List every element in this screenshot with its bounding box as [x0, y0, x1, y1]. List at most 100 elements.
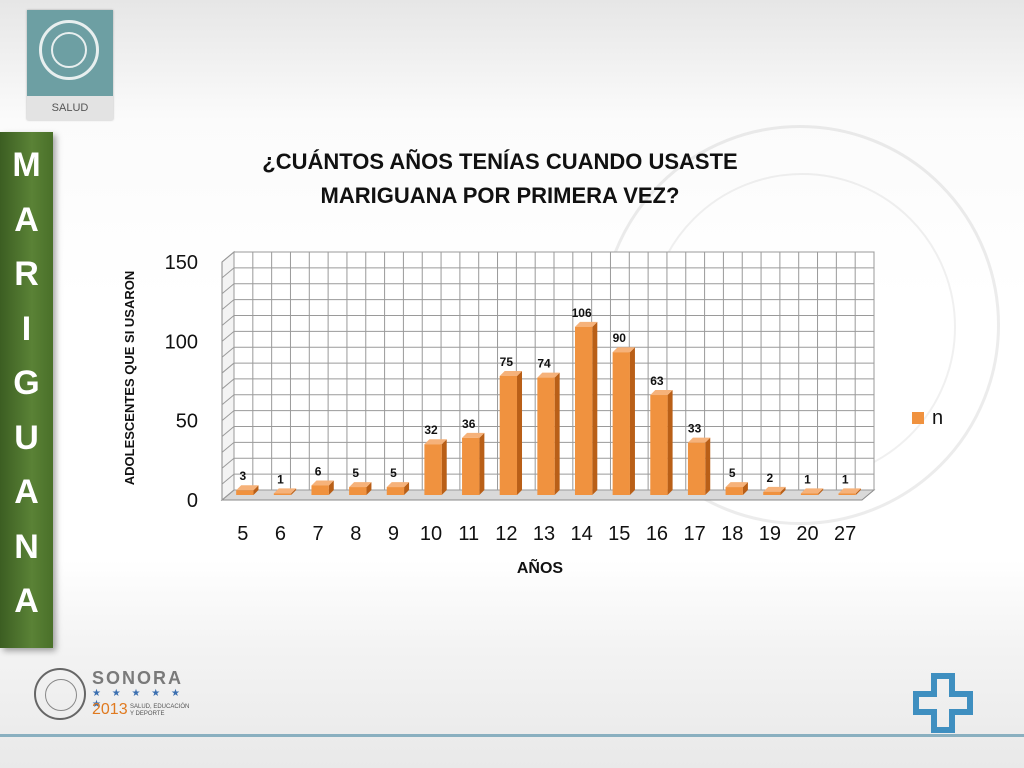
grid-line-side — [221, 315, 235, 326]
bar-top — [800, 488, 824, 494]
footer-divider — [0, 734, 1024, 737]
grid-line-side — [221, 473, 235, 485]
bar-top — [462, 432, 485, 438]
bar — [424, 444, 442, 495]
grid-line-side — [221, 283, 235, 295]
x-tick-label: 13 — [533, 523, 555, 545]
bar-value-label: 5 — [352, 466, 359, 480]
bar-top — [612, 347, 635, 353]
bar — [236, 490, 254, 495]
x-tick-label: 9 — [388, 523, 399, 545]
grid-line-side — [221, 426, 235, 437]
bar-value-label: 5 — [390, 466, 397, 480]
bar — [687, 442, 706, 495]
bar-value-label: 74 — [537, 357, 551, 371]
x-tick-label: 10 — [420, 523, 442, 545]
x-tick-label: 17 — [683, 523, 705, 545]
bar — [537, 377, 555, 495]
bar-value-label: 2 — [767, 471, 774, 485]
legend-label: n — [932, 407, 943, 429]
bar — [650, 395, 668, 495]
x-tick-label: 12 — [495, 523, 517, 545]
bar-value-label: 6 — [315, 464, 322, 478]
bar — [311, 485, 329, 495]
x-axis-label: AÑOS — [516, 560, 564, 577]
footer-stars: ★ ★ ★ ★ ★ ★ — [92, 688, 184, 710]
bar-value-label: 3 — [239, 469, 246, 483]
bar-side — [441, 439, 447, 495]
bar-top — [386, 482, 410, 488]
salud-logo: SALUD — [27, 10, 113, 120]
bar-value-label: 1 — [842, 472, 849, 486]
bar — [725, 487, 743, 495]
side-word-letter: U — [14, 418, 39, 457]
side-word-banner: M A R I G U A N A — [0, 132, 53, 648]
bar — [800, 493, 819, 495]
x-tick-label: 20 — [796, 523, 818, 545]
bar-value-label: 90 — [613, 331, 627, 345]
y-tick-label: 150 — [165, 252, 198, 274]
bar-side — [554, 372, 560, 495]
grid-line-side — [221, 489, 235, 501]
bar-value-label: 1 — [804, 472, 811, 486]
bar-value-label: 63 — [650, 374, 664, 388]
x-tick-label: 14 — [571, 523, 593, 545]
bar — [349, 487, 367, 495]
bar — [273, 493, 292, 495]
side-word-letter: A — [14, 582, 39, 620]
side-word-letter: I — [21, 309, 32, 348]
grid-line-side — [221, 299, 235, 310]
bar-top — [725, 482, 748, 488]
bar — [499, 376, 518, 495]
x-tick-label: 15 — [608, 523, 630, 545]
health-cross-icon — [913, 673, 973, 733]
bar-side — [742, 482, 748, 495]
footer-tagline: SALUD, EDUCACIÓN Y DEPORTE — [130, 704, 190, 717]
bar-top — [838, 488, 861, 494]
bar-side — [818, 488, 824, 495]
x-tick-label: 5 — [237, 523, 248, 545]
side-word-letter: A — [14, 473, 39, 511]
bar-value-label: 5 — [729, 466, 736, 480]
chart-title-line-2: MARIGUANA POR PRIMERA VEZ? — [320, 183, 680, 208]
bar-top — [424, 439, 447, 445]
chart-title: ¿CUÁNTOS AÑOS TENÍAS CUANDO USASTE MARIG… — [200, 145, 800, 213]
grid-line-side — [221, 394, 235, 406]
bar-top — [499, 371, 523, 376]
y-tick-label: 100 — [165, 331, 198, 353]
x-tick-label: 27 — [834, 523, 856, 545]
state-seal-icon — [34, 668, 86, 720]
grid-line-side — [221, 378, 235, 390]
bar-side — [291, 488, 297, 495]
grid-line-side — [221, 442, 235, 453]
footer-brand: SONORA — [92, 668, 184, 688]
bar-top — [349, 482, 372, 488]
bar-side — [629, 347, 635, 495]
bar — [612, 352, 630, 495]
bar-value-label: 75 — [500, 355, 514, 369]
bar-side — [592, 321, 598, 495]
bar — [574, 326, 593, 495]
bar-side — [404, 482, 410, 495]
bar-top — [311, 480, 334, 486]
x-tick-label: 7 — [313, 523, 324, 545]
side-word-letter: R — [14, 255, 39, 293]
grid-line-side — [221, 346, 235, 358]
bar-top — [574, 321, 598, 327]
grid-line-side — [221, 410, 235, 422]
bar-top — [763, 486, 786, 492]
salud-logo-label: SALUD — [27, 96, 113, 120]
bar-side — [253, 485, 259, 495]
bar-top — [650, 390, 673, 396]
x-tick-label: 16 — [646, 523, 668, 545]
chart-title-line-1: ¿CUÁNTOS AÑOS TENÍAS CUANDO USASTE — [262, 149, 738, 174]
legend-swatch — [912, 412, 924, 424]
bar — [838, 493, 856, 495]
grid-line-side — [221, 362, 235, 374]
bar-side — [705, 437, 711, 495]
bar-top — [537, 372, 560, 378]
bar-value-label: 33 — [688, 422, 702, 436]
bar-side — [667, 390, 673, 495]
grid-line-side — [221, 251, 235, 263]
bar-top — [687, 437, 711, 443]
